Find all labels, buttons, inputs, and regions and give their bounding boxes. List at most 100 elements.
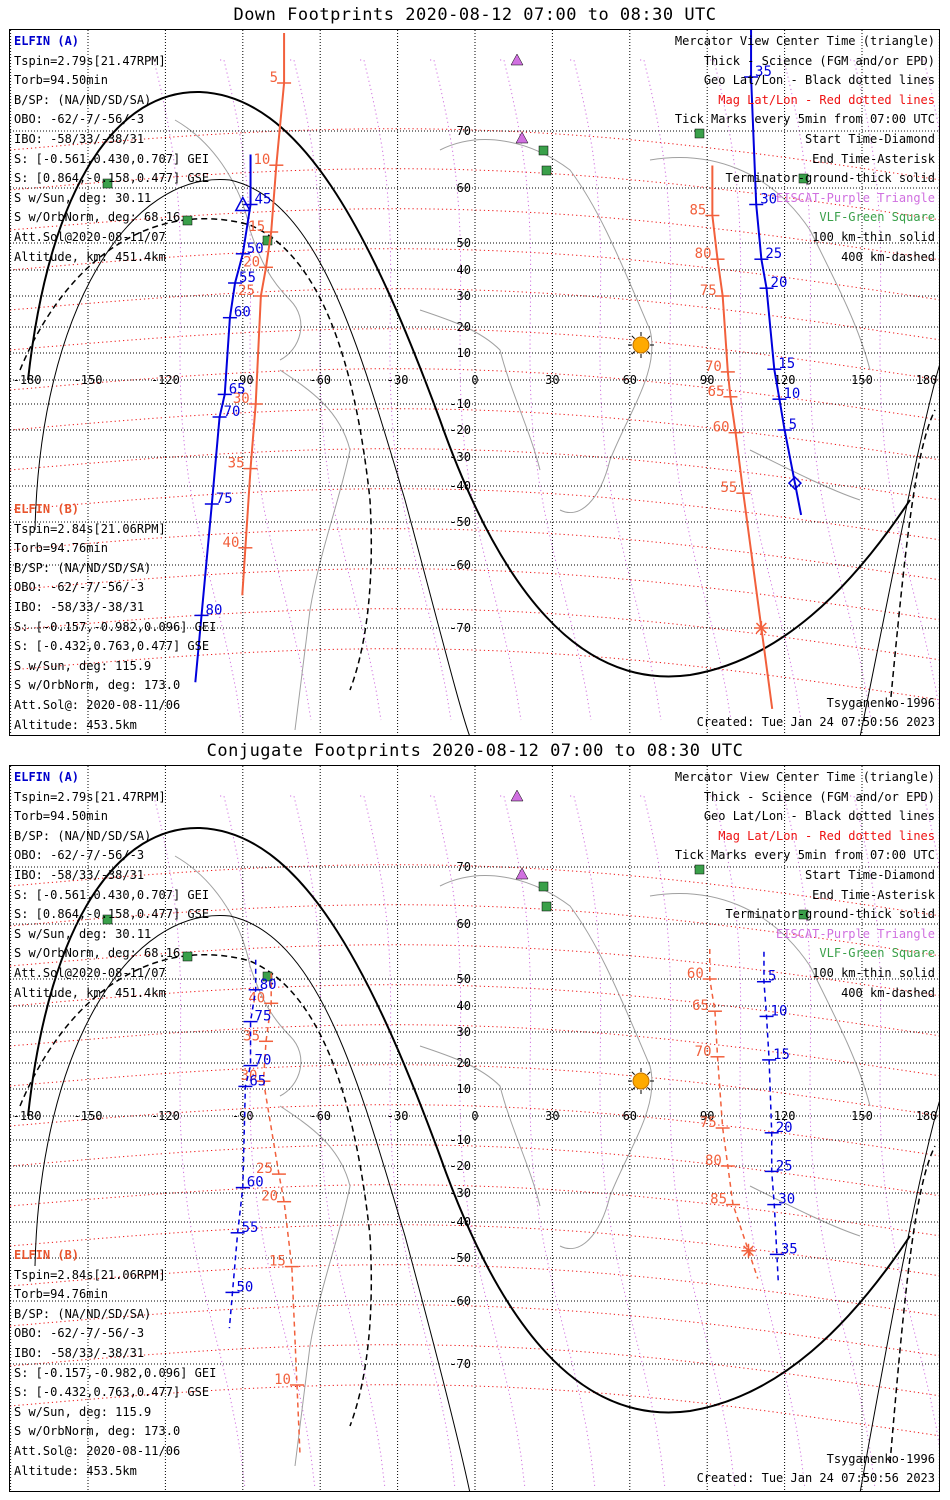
terminator-400km <box>889 409 936 708</box>
elfin-a-line: IBO: -58/33/-38/31 <box>14 131 145 146</box>
longitude-label: -180 <box>13 373 42 387</box>
down-footprints-plot: 70605040302010-10-20-30-40-50-60-70-180-… <box>10 30 939 735</box>
longitude-label: 30 <box>545 373 559 387</box>
latitude-label: 60 <box>457 181 471 195</box>
tick-label: 25 <box>256 1161 273 1177</box>
tick-label: 85 <box>710 1192 727 1208</box>
model-name: Tsyganenko-1996 <box>826 695 935 710</box>
elfin-b-line: Att.Sol@: 2020-08-11/06 <box>14 1443 181 1458</box>
model-name: Tsyganenko-1996 <box>826 1451 935 1466</box>
longitude-label: -90 <box>232 1109 254 1123</box>
longitude-label: -150 <box>74 1109 103 1123</box>
tick-label: 10 <box>274 1372 291 1388</box>
elfin-a-header: ELFIN (A) <box>14 34 80 48</box>
tick-label: 30 <box>778 1192 795 1208</box>
mag-longitude-line <box>570 59 662 721</box>
mag-longitude-line <box>780 795 876 1487</box>
elfin-b-line: Tspin=2.84s[21.06RPM] <box>14 1267 166 1282</box>
elfin-a-line: S w/OrbNorm, deg: 68.16 <box>14 210 181 225</box>
legend-item: Mag Lat/Lon - Red dotted lines <box>718 828 935 843</box>
tick-label: 40 <box>223 535 240 551</box>
elfin-b-line: Torb=94.76min <box>14 541 108 556</box>
longitude-label: 60 <box>623 373 637 387</box>
tick-label: 25 <box>238 283 255 299</box>
coastline <box>174 119 302 361</box>
elfin-b-info: ELFIN (B) Tspin=2.84s[21.06RPM] Torb=94.7… <box>14 500 216 735</box>
elfin-b-line: Att.Sol@: 2020-08-11/06 <box>14 697 181 712</box>
terminator-100km <box>34 179 470 735</box>
latitude-label: 70 <box>457 860 471 874</box>
latitude-label: 20 <box>457 320 471 334</box>
elfin-a-line: Att.Sol@2020-08-11/07 <box>14 229 166 244</box>
mag-latitude-line <box>10 488 939 541</box>
tick-label: 30 <box>760 192 777 208</box>
tick-label: 65 <box>692 998 709 1014</box>
elfin-b-line: Tspin=2.84s[21.06RPM] <box>14 521 166 536</box>
elfin-a-line: S: [0.864,-0.158,0.477] GSE <box>14 171 210 186</box>
elfin-a-track-east <box>750 30 803 516</box>
tick-label: 80 <box>260 977 277 993</box>
longitude-label: -90 <box>232 373 254 387</box>
mag-longitude-line <box>500 795 596 1487</box>
vlf-station-marker <box>182 951 193 962</box>
tick-label: 65 <box>229 381 246 397</box>
elfin-a-line: Att.Sol@2020-08-11/07 <box>14 965 166 980</box>
legend-item: Terminator-ground-thick solid <box>725 171 935 186</box>
tick-label: 80 <box>206 602 223 618</box>
mag-latitude-line <box>10 128 939 181</box>
tick-label: 10 <box>771 1003 788 1019</box>
elfin-a-line: IBO: -58/33/-38/31 <box>14 867 145 882</box>
mag-longitude-line <box>430 59 522 721</box>
latitude-label: 60 <box>457 917 471 931</box>
longitude-label: -150 <box>74 373 103 387</box>
tick-label: 10 <box>783 386 800 402</box>
elfin-b-line: S w/OrbNorm, deg: 173.0 <box>14 678 181 693</box>
longitude-label: 150 <box>851 1109 873 1123</box>
mag-latitude-line <box>10 248 939 301</box>
elfin-a-header: ELFIN (A) <box>14 770 80 784</box>
elfin-a-lines: Tspin=2.79s[21.47RPM] Torb=94.50min B/SP: … <box>14 52 209 268</box>
tick-label: 55 <box>239 270 256 286</box>
elfin-b-line: S: [-0.432,0.763,0.477] GSE <box>14 639 210 654</box>
longitude-label: 180 <box>916 1109 938 1123</box>
coastline <box>279 369 351 731</box>
down-footprints-map[interactable]: 70 60 50 40 30 20 10 -10 -20 -30 -40 -50 -60 -70 -180-… <box>9 29 940 736</box>
tick-label: 70 <box>695 1044 712 1060</box>
elfin-b-line: OBO: -62/-7/-56/-3 <box>14 580 145 595</box>
elfin-a-line: S w/Sun, deg: 30.11 <box>14 926 152 941</box>
terminator-ground <box>27 826 911 1414</box>
mag-longitude-line <box>850 795 939 1448</box>
coastline <box>174 855 302 1097</box>
tick-label: 55 <box>720 480 737 496</box>
vlf-station-marker <box>262 971 273 982</box>
tick-label: 85 <box>690 203 707 219</box>
vlf-station-marker <box>694 864 705 875</box>
latitude-label: -10 <box>449 397 471 411</box>
latitude-label: -20 <box>449 423 471 437</box>
vlf-station-marker <box>182 215 193 226</box>
tick-label: 5 <box>270 70 278 86</box>
coastline <box>649 157 871 371</box>
eiscat-marker <box>515 131 529 144</box>
sun-ray <box>647 1087 651 1091</box>
latitude-label: 50 <box>457 236 471 250</box>
mag-latitude-line <box>10 1224 939 1277</box>
conjugate-footprints-map[interactable]: 70 60 50 40 30 20 10 -10 -20 -30 -40 -50 -60 -70 -180-… <box>9 765 940 1492</box>
elfin-b-track-east <box>711 165 774 710</box>
legend-item: 100 km-thin solid <box>812 965 935 980</box>
latitude-label: 10 <box>457 1082 471 1096</box>
terminator-400km <box>19 217 373 691</box>
longitude-label: 120 <box>774 1109 796 1123</box>
elfin-b-line: Altitude: 453.5km <box>14 1463 137 1478</box>
elfin-b-line: S: [-0.432,0.763,0.477] GSE <box>14 1385 210 1400</box>
latitude-label: 70 <box>457 124 471 138</box>
elfin-b-line: S: [-0.157,-0.982,0.096] GEI <box>14 619 217 634</box>
terminator-400km <box>889 1145 936 1464</box>
elfin-b-info: ELFIN (B) Tspin=2.84s[21.06RPM] Torb=94.7… <box>14 1246 216 1481</box>
longitude-label: 150 <box>851 373 873 387</box>
tick-label: 5 <box>789 417 797 433</box>
legend-item: VLF-Green Square <box>819 210 935 225</box>
elfin-b-line: S w/OrbNorm, deg: 173.0 <box>14 1424 181 1439</box>
tick-label: 25 <box>776 1158 793 1174</box>
tick-label: 35 <box>755 64 772 80</box>
